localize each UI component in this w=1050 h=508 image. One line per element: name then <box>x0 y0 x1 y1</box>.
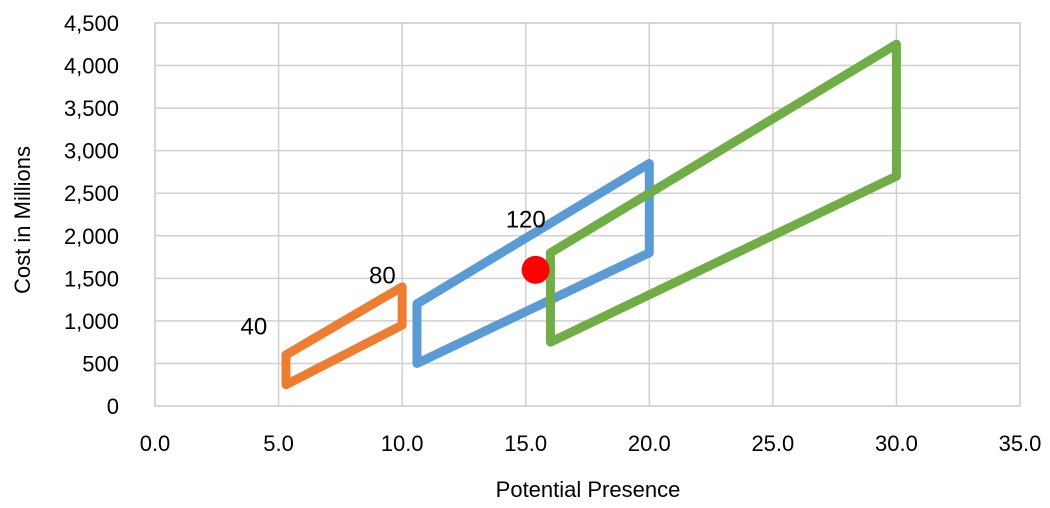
y-tick-label: 2,500 <box>64 181 119 206</box>
y-tick-label: 0 <box>107 394 119 419</box>
x-tick-label: 35.0 <box>999 431 1042 456</box>
annotations: 40 80 120 <box>241 206 546 340</box>
y-axis-tick-labels: 0 500 1,000 1,500 2,000 2,500 3,000 3,500 4,000 4… <box>64 11 119 419</box>
series-group <box>281 39 901 390</box>
series-line-0 <box>281 282 407 390</box>
grid <box>154 22 1021 407</box>
y-tick-label: 1,500 <box>64 266 119 291</box>
annotation-label: 40 <box>241 314 268 341</box>
x-tick-label: 5.0 <box>263 431 294 456</box>
annotation-label: 120 <box>506 206 546 233</box>
y-tick-label: 3,000 <box>64 139 119 164</box>
y-tick-label: 4,500 <box>64 11 119 36</box>
y-axis-title: Cost in Millions <box>10 146 35 294</box>
x-tick-label: 0.0 <box>140 431 171 456</box>
x-tick-label: 25.0 <box>751 431 794 456</box>
y-tick-label: 4,000 <box>64 54 119 79</box>
point-group <box>521 255 550 284</box>
y-tick-label: 1,000 <box>64 309 119 334</box>
plot-area-frame <box>154 22 1021 407</box>
x-tick-label: 20.0 <box>628 431 671 456</box>
annotation-label: 80 <box>369 262 396 289</box>
data-point <box>521 255 550 284</box>
x-tick-label: 10.0 <box>381 431 424 456</box>
y-tick-label: 500 <box>82 351 119 376</box>
x-tick-label: 15.0 <box>504 431 547 456</box>
series-line-2 <box>545 39 901 347</box>
x-axis-tick-labels: 0.0 5.0 10.0 15.0 20.0 25.0 30.0 35.0 <box>140 431 1042 456</box>
series-line-1 <box>412 158 654 368</box>
x-axis-title: Potential Presence <box>496 477 681 502</box>
y-tick-label: 3,500 <box>64 96 119 121</box>
x-tick-label: 30.0 <box>875 431 918 456</box>
y-tick-label: 2,000 <box>64 224 119 249</box>
